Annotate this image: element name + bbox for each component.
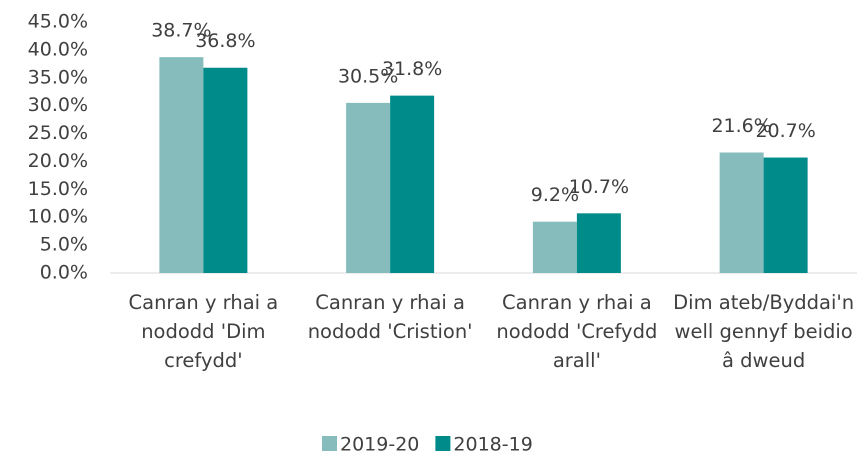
legend-swatch — [435, 436, 451, 451]
data-label: 36.8% — [195, 30, 255, 52]
x-tick-label: Dim ateb/Byddai'n well gennyf beidio â d… — [673, 291, 855, 372]
data-label: 30.5% — [338, 65, 398, 87]
data-label: 31.8% — [382, 58, 442, 80]
y-tick-label: 10.0% — [28, 206, 88, 228]
y-tick-label: 0.0% — [40, 262, 88, 284]
data-label: 20.7% — [755, 120, 815, 142]
legend-label: 2018-19 — [453, 434, 532, 456]
x-tick-label: Canran y rhai a nododd 'Dim crefydd' — [128, 291, 279, 372]
data-label: 21.6% — [711, 115, 771, 137]
y-tick-label: 20.0% — [28, 150, 88, 172]
legend-swatch — [322, 436, 337, 451]
bar — [159, 57, 204, 273]
y-tick-label: 25.0% — [28, 122, 88, 144]
x-tick-label: Canran y rhai a nododd 'Cristion' — [307, 291, 473, 343]
bar — [390, 95, 435, 273]
bar — [346, 102, 391, 273]
data-label: 38.7% — [151, 20, 211, 42]
x-tick-label: Canran y rhai a nododd 'Crefydd arall' — [496, 291, 658, 372]
y-tick-label: 45.0% — [28, 11, 88, 33]
y-tick-label: 35.0% — [28, 66, 88, 88]
data-label: 10.7% — [569, 176, 629, 198]
bar — [719, 152, 764, 273]
bar — [532, 221, 577, 273]
y-tick-label: 5.0% — [40, 234, 88, 256]
data-label: 9.2% — [531, 184, 579, 206]
bar — [763, 157, 808, 273]
y-tick-label: 40.0% — [28, 38, 88, 60]
y-tick-label: 30.0% — [28, 94, 88, 116]
bar — [203, 67, 248, 273]
legend-label: 2019-20 — [340, 434, 419, 456]
y-tick-label: 15.0% — [28, 178, 88, 200]
bar — [576, 213, 621, 273]
